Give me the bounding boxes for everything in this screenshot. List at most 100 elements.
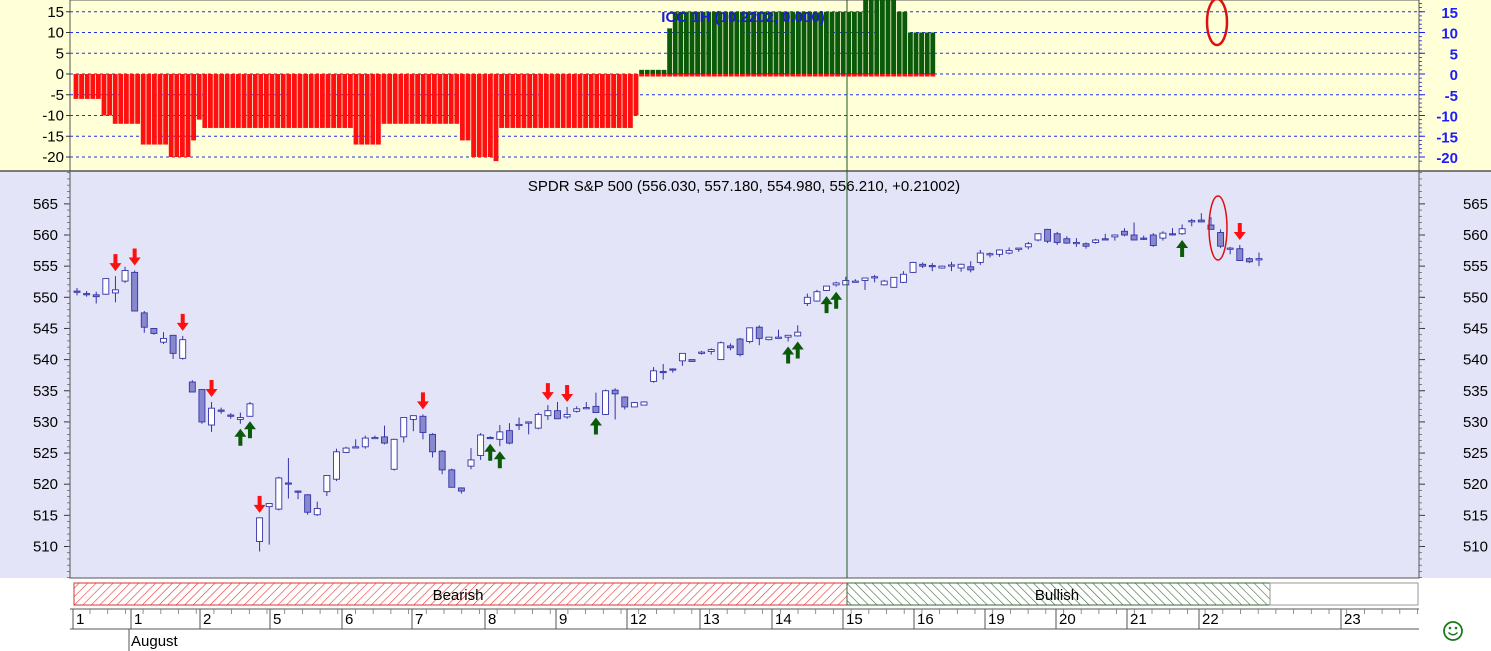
candle (294, 490, 302, 500)
candle-body (765, 336, 773, 341)
candle (352, 439, 360, 449)
icc-bar (258, 74, 264, 128)
price-left-tick-label: 540 (33, 352, 58, 369)
candle-body (457, 487, 465, 492)
icc-bar (913, 32, 919, 74)
icc-bar-base (672, 74, 678, 77)
candle-body (390, 438, 398, 470)
icc-bars (73, 0, 936, 162)
icc-bar (717, 11, 723, 74)
candle (371, 435, 379, 440)
candle (246, 401, 254, 417)
icc-bar (840, 11, 846, 74)
icc-bar (908, 32, 913, 74)
candle (582, 401, 590, 410)
icc-bar (465, 74, 471, 141)
candle-body (381, 436, 388, 444)
smiley-face (1443, 621, 1463, 641)
candle-body (409, 415, 417, 420)
signal-arrow-up (234, 428, 247, 446)
icc-bar (863, 0, 868, 74)
band-bullish-label: Bullish (1035, 587, 1079, 604)
icc-bar (885, 0, 891, 74)
icc-bar (639, 69, 644, 74)
candle (823, 285, 831, 292)
date-tick-label: 21 (1130, 611, 1147, 628)
candle-body (419, 415, 427, 433)
icc-bar-base (712, 74, 717, 77)
candle (73, 287, 81, 296)
icc-bar (241, 74, 247, 128)
candle (419, 414, 427, 440)
smiley-icon[interactable] (1443, 621, 1463, 641)
icc-bar (499, 74, 504, 128)
candle (1178, 224, 1186, 235)
icc-bar-base (751, 74, 756, 77)
candle-body (534, 413, 542, 429)
icc-bar (432, 74, 437, 124)
candle-body (236, 417, 244, 420)
candle (208, 401, 215, 432)
price-left-tick-label: 535 (33, 383, 58, 400)
price-plot-frame (69, 170, 1420, 579)
icc-bar (236, 74, 241, 128)
icc-bar-base (790, 74, 796, 77)
icc-bar-base (779, 74, 784, 77)
price-right-tick-label: 525 (1463, 445, 1488, 462)
candle-body (784, 334, 792, 338)
candle-body (505, 430, 513, 444)
icc-bar (476, 74, 482, 157)
icc-bar-base (868, 74, 874, 77)
signal-arrow-down (128, 248, 141, 266)
candle (83, 291, 91, 297)
icc-bar (168, 74, 174, 157)
candle (880, 279, 888, 286)
icc-bar-base (902, 74, 908, 77)
candle (890, 276, 898, 288)
icc-bar (364, 74, 370, 145)
candle-body (1034, 233, 1042, 241)
icc-bar (644, 69, 650, 74)
candle-body (486, 437, 494, 440)
icc-bar (695, 11, 700, 74)
icc-bar (208, 74, 213, 128)
candle-body (976, 252, 984, 263)
price-highlight-circle (1208, 195, 1228, 261)
icc-bar (488, 74, 493, 157)
icc-bar (521, 74, 527, 128)
candle-body (83, 293, 91, 296)
signal-arrow-up (484, 443, 497, 461)
icc-bar-base (656, 74, 661, 77)
icc-bar (342, 74, 348, 128)
candle (765, 336, 773, 341)
icc-bar-base (840, 74, 846, 77)
icc-left-tick-label: 10 (47, 25, 64, 42)
candle-body (102, 278, 110, 295)
icc-bar (353, 74, 359, 145)
price-left-tick-label: 560 (33, 227, 58, 244)
candle-body (265, 503, 273, 508)
candle (477, 433, 485, 460)
icc-bar (812, 11, 818, 74)
candle-body (996, 249, 1003, 255)
candle (1111, 234, 1119, 241)
candle (736, 337, 744, 357)
icc-bar (392, 74, 398, 124)
candle (313, 501, 321, 516)
icc-bar-base (818, 74, 824, 77)
candle-body (140, 312, 148, 328)
icc-bar (594, 74, 600, 128)
icc-bar (672, 11, 678, 74)
icc-bar (924, 32, 930, 74)
price-right-tick-label: 560 (1463, 227, 1488, 244)
candle-body (563, 413, 571, 418)
candle (1149, 233, 1157, 247)
candle (967, 261, 975, 273)
signal-arrow-down (1233, 222, 1246, 240)
icc-bar (163, 74, 168, 145)
candle-body (1236, 248, 1244, 261)
candle-body (630, 402, 638, 408)
icc-right-axis: 15 10 5 0 -5 -10 -15 -20 (1419, 3, 1458, 167)
price-right-tick-label: 520 (1463, 476, 1488, 493)
icc-bar (549, 74, 555, 128)
